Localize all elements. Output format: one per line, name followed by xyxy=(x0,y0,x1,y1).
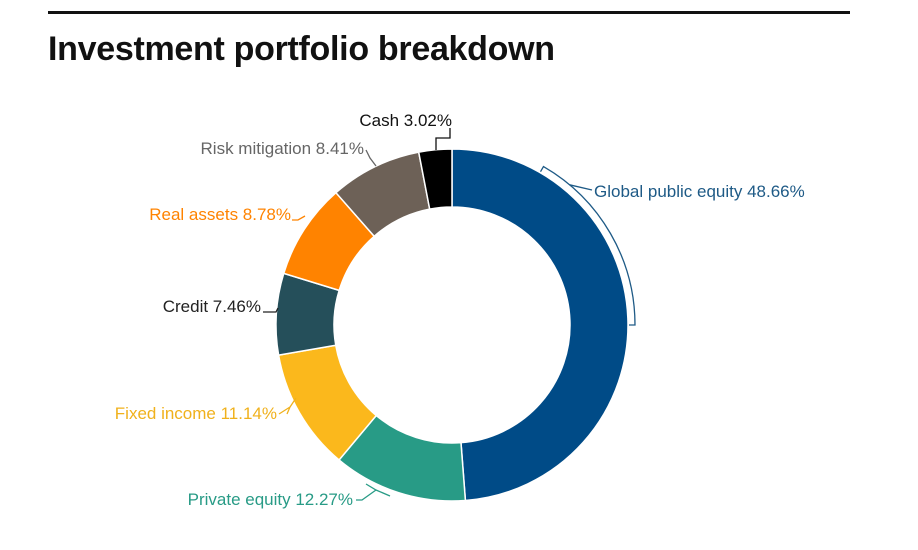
slice-global-public-equity xyxy=(451,148,629,502)
leader-risk-mitigation xyxy=(365,149,377,167)
data-label-credit: Credit 7.46% xyxy=(163,297,261,316)
leader-fixed-income xyxy=(278,397,297,415)
leader-private-equity xyxy=(356,483,391,501)
page-title: Investment portfolio breakdown xyxy=(48,30,555,68)
slices-group xyxy=(275,148,629,502)
data-label-fixed-income: Fixed income 11.14% xyxy=(115,404,277,423)
data-label-real-assets: Real assets 8.78% xyxy=(149,205,291,224)
leader-global-public-equity xyxy=(539,165,636,326)
leader-cash xyxy=(435,128,451,150)
labels-group: Global public equity 48.66% Private equit… xyxy=(115,111,805,509)
data-label-global-public-equity: Global public equity 48.66% xyxy=(594,182,805,201)
top-rule xyxy=(48,11,850,14)
data-label-risk-mitigation: Risk mitigation 8.41% xyxy=(201,139,364,158)
leader-credit xyxy=(263,307,279,313)
leader-real-assets xyxy=(292,215,306,221)
leader-global-public-equity-tail xyxy=(569,184,593,191)
data-label-private-equity: Private equity 12.27% xyxy=(188,490,353,509)
slice-cash xyxy=(417,148,453,211)
data-label-cash: Cash 3.02% xyxy=(359,111,452,130)
leader-lines-group xyxy=(263,128,636,501)
